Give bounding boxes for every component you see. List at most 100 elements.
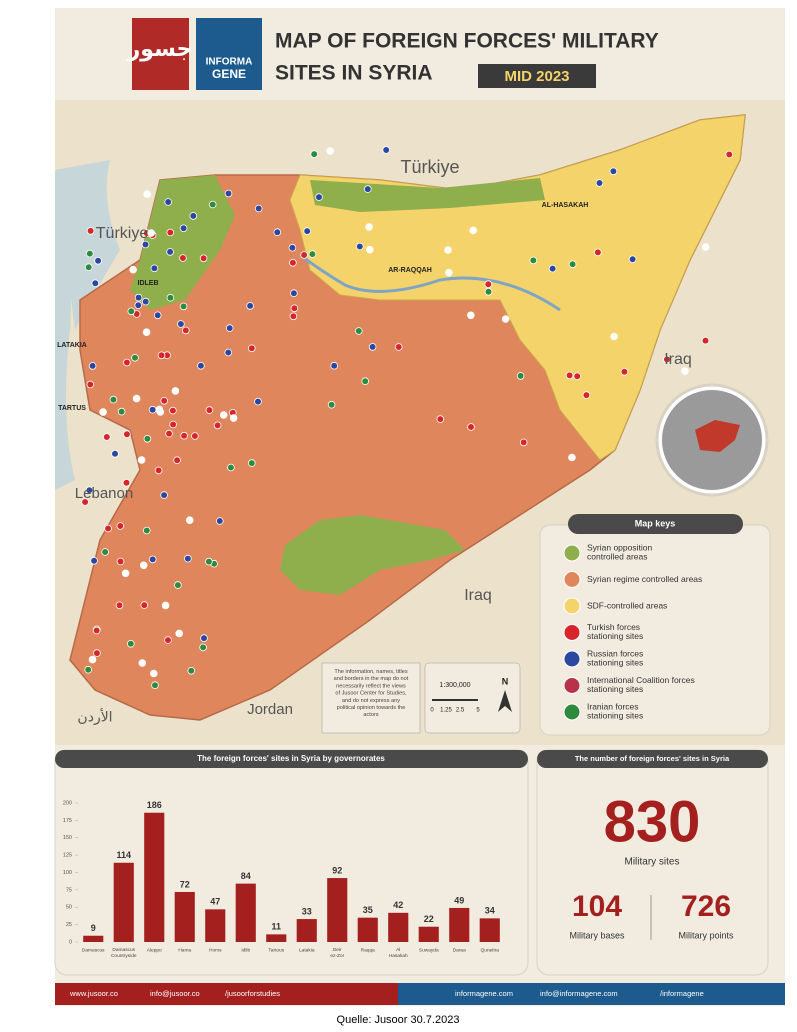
site-marker [127,639,135,648]
caption: Quelle: Jusoor 30.7.2023 [337,1014,460,1026]
site-marker [164,198,173,206]
bar [174,891,195,942]
site-marker [213,421,222,430]
site-marker [189,212,198,220]
site-marker [310,150,319,158]
site-marker [200,634,208,642]
site-marker [595,179,604,187]
site-marker [326,147,335,155]
site-marker [184,554,192,563]
site-marker [187,666,196,675]
site-marker [205,406,214,414]
site-marker [620,367,629,376]
site-marker [568,453,576,462]
stat-points-label: Military points [678,930,734,940]
legend-label: SDF-controlled areas [587,600,667,610]
site-marker [147,229,156,237]
site-marker [254,204,263,213]
site-marker [143,526,151,535]
site-marker [273,228,282,237]
legend-label: Russian forces stationing sites [587,649,643,668]
value-label: 47 [210,897,220,907]
site-marker [191,432,199,440]
site-marker [141,297,150,306]
site-marker [199,254,208,263]
site-marker [484,280,493,289]
legend-swatch [563,597,581,615]
x-tick-label: Al Hasakah [389,947,408,959]
site-marker [93,649,101,657]
bar [235,883,256,942]
x-tick-label: Quneitra [481,947,500,953]
y-tick-label: 75 [66,887,72,893]
logo-informagene [196,18,262,90]
x-tick-label: Latakia [299,947,315,953]
site-marker [177,320,185,328]
site-marker [164,636,172,644]
footer-left [55,983,398,1005]
opposition-area [280,515,465,595]
x-tick-label: Homs [209,947,222,953]
stats-title: The number of foreign forces' sites in S… [575,754,730,763]
site-marker [568,260,577,269]
city-label: IDLEB [138,280,159,287]
bar [144,812,165,942]
scale-tick: 2.5 [456,708,465,714]
bar [266,934,287,942]
site-marker [92,626,101,635]
legend-swatch [563,544,581,562]
stat-total-label: Military sites [624,857,679,868]
site-marker [501,315,510,323]
site-marker [166,293,175,302]
x-tick-label: Daraa [453,947,466,953]
site-marker [88,362,97,370]
scale-box [424,662,521,734]
site-marker [116,522,125,530]
site-marker [134,293,143,302]
site-marker [444,246,452,254]
site-marker [179,254,187,262]
chart-title: The foreign forces' sites in Syria by go… [197,754,385,763]
site-marker [725,150,734,159]
site-marker [115,601,124,610]
site-marker [610,332,618,341]
chart-title-pill [55,750,528,768]
site-marker [94,256,102,265]
legend-title: Map keys [635,518,676,528]
inset-syria [695,420,740,452]
site-marker [469,226,478,235]
stat-bases-label: Military bases [569,930,625,940]
site-marker [227,463,235,472]
sea [55,160,120,330]
site-marker [132,394,141,403]
value-label: 42 [393,900,403,910]
site-marker [109,395,118,404]
logo-jusoor [132,18,189,90]
site-marker [148,405,157,414]
value-label: 92 [332,865,342,875]
site-marker [628,255,637,264]
site-marker [224,189,233,198]
site-marker [131,353,139,362]
site-marker [169,420,177,429]
y-tick-label: 200 [63,800,72,806]
site-marker [86,380,95,389]
site-marker [88,655,97,664]
x-tick-label: Tartous [268,947,284,953]
site-marker [594,248,602,257]
city-label: AR-RAQQAH [388,267,432,274]
site-marker [123,358,131,367]
site-marker [466,311,475,320]
country-label: Türkiye [400,157,459,177]
site-marker [179,302,188,311]
site-marker [150,264,159,273]
city-label: AL-HASAKAH [542,202,589,209]
country-label: Iraq [664,351,692,368]
footer-link: www.jusoor.co [69,989,118,998]
site-marker [139,561,148,570]
site-marker [171,387,180,395]
site-marker [84,665,92,674]
y-tick-label: 175 [63,818,72,824]
north-label: N [502,676,509,686]
